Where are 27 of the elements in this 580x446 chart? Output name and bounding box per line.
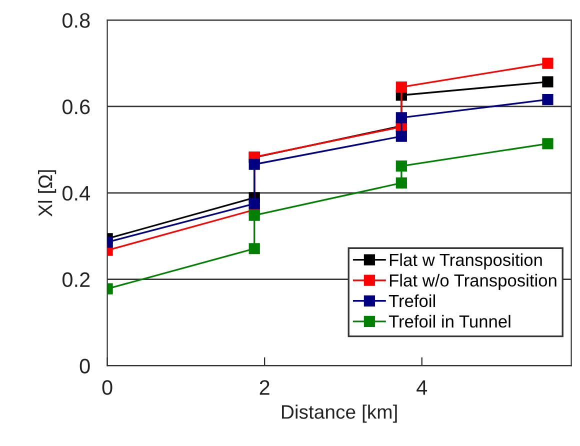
y-tick-label: 0.8 [62,13,90,28]
point [396,81,407,93]
x-tick-label: 0 [102,380,112,395]
y-tick-label: 0.2 [62,272,90,288]
point [542,76,554,88]
point [542,58,554,69]
legend-label: Trefoil [388,294,435,308]
point [542,138,554,150]
legend-label: Flat w/o Transposition [390,274,556,290]
y-tick-label: 0 [80,358,90,374]
point [396,130,407,142]
point [396,160,407,172]
legend-label: Flat w Transposition [390,253,542,270]
point [248,198,260,210]
y-tick-label: 0.4 [62,186,90,201]
point [248,158,260,170]
legend-label: Trefoil in Tunnel [388,314,510,328]
point [396,112,407,124]
point [542,94,554,106]
x-tick-label: 4 [416,380,428,395]
x-axis-title: Distance [km] [282,404,397,423]
y-tick-label: 0.6 [62,99,90,114]
point [396,177,407,189]
y-axis-title: Xl [Ω] [38,170,56,216]
x-tick-label: 2 [260,380,270,395]
point [248,210,260,221]
point [248,243,260,254]
